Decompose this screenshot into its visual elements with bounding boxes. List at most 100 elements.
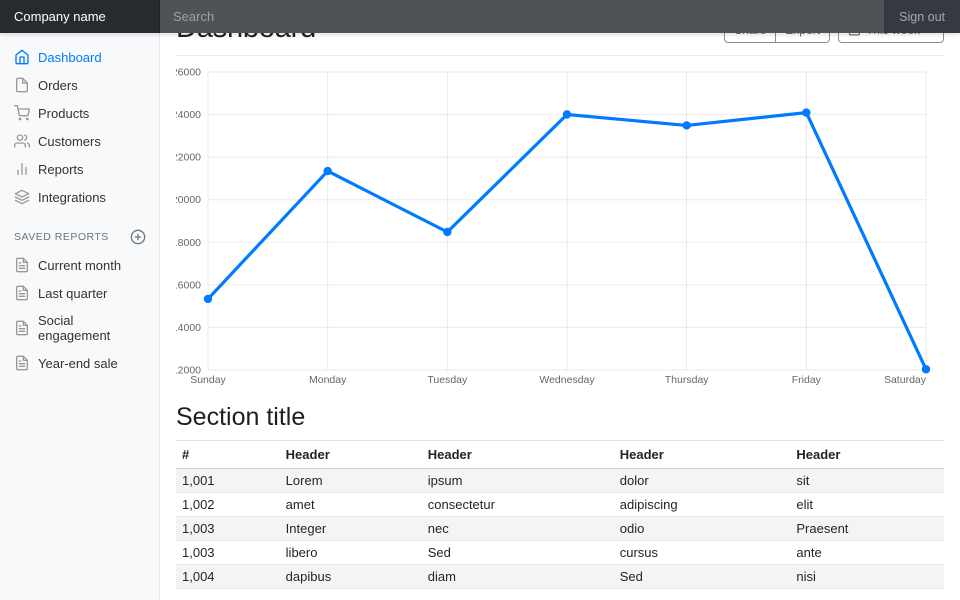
nav-item: Social engagement (0, 307, 160, 349)
saved-reports-label: SAVED REPORTS (14, 231, 109, 243)
nav-item-label: Social engagement (38, 313, 111, 343)
table-row: 1,002 amet consectetur adipiscing elit (176, 492, 944, 517)
nav-item-label: Reports (38, 161, 84, 177)
nav-item: Year-end sale (0, 349, 160, 377)
table-cell: odio (613, 516, 791, 541)
nav-item: Orders (0, 71, 160, 99)
nav-item-label: Last quarter (38, 285, 108, 301)
saved-report-year-end-sale[interactable]: Year-end sale (0, 349, 160, 377)
chart-point (203, 294, 213, 304)
table-cell: Integer (279, 516, 422, 541)
chart-point (682, 121, 691, 130)
table-column-header: Header (279, 440, 422, 469)
chart-container: 12000 14000 16000 18000 20000 22000 24000 26000… (172, 64, 944, 391)
nav-item-label: Current month (38, 257, 122, 273)
table-cell: dolor (613, 468, 791, 493)
table-cell: Sed (421, 540, 614, 565)
x-axis-tick-label: Friday (792, 374, 822, 386)
table-cell: Praesent (790, 516, 944, 541)
nav-item: Dashboard (0, 43, 160, 71)
x-axis-tick-label: Tuesday (427, 374, 468, 386)
table-row: 1,004 dapibus diam Sed nisi (176, 564, 944, 589)
file-text-icon (14, 257, 30, 273)
nav-item-label: Products (38, 105, 90, 121)
table-column-header: Header (421, 440, 614, 469)
nav-item-label: Orders (38, 77, 78, 93)
plus-circle-icon[interactable] (130, 229, 146, 245)
table-row: 1,003 Integer nec odio Praesent (176, 516, 944, 541)
y-axis-tick-label: 24000 (176, 109, 201, 121)
nav-item: Current month (0, 251, 160, 279)
sidebar: Dashboard Orders Products Customers Reports I… (0, 33, 160, 600)
y-axis-tick-label: 16000 (176, 279, 201, 291)
table-cell: Sed (613, 564, 791, 589)
y-axis-tick-label: 26000 (176, 67, 201, 79)
nav-item-label: Customers (38, 133, 101, 149)
y-axis-tick-label: 18000 (176, 237, 201, 249)
table-body: 1,001 Lorem ipsum dolor sit 1,002 amet consecte… (176, 468, 944, 589)
table-cell: libero (279, 540, 422, 565)
main-content: Dashboard Share Export This week 1200014… (160, 0, 960, 589)
saved-report-current-month[interactable]: Current month (0, 251, 160, 279)
table-cell: consectetur (421, 492, 614, 517)
table-header-row: # Header Header Header Header (176, 440, 944, 469)
table-cell: elit (790, 492, 944, 517)
sidebar-item-orders[interactable]: Orders (0, 71, 160, 99)
nav-item: Products (0, 99, 160, 127)
file-text-icon (14, 285, 30, 301)
table-column-header: # (176, 440, 280, 469)
brand[interactable]: Company name (0, 0, 160, 33)
chart-point (562, 110, 572, 119)
sidebar-item-integrations[interactable]: Integrations (0, 183, 160, 211)
top-navbar: Company name Sign out (0, 0, 960, 33)
sidebar-item-products[interactable]: Products (0, 99, 160, 127)
table-cell: 1,004 (176, 564, 280, 589)
y-axis-tick-label: 22000 (176, 152, 201, 164)
section-title: Section title (176, 403, 306, 431)
saved-reports-heading: SAVED REPORTS (0, 229, 160, 245)
y-axis-tick-label: 12000 (176, 365, 201, 377)
sidebar-item-reports[interactable]: Reports (0, 155, 160, 183)
table-cell: sit (790, 468, 944, 493)
home-icon (14, 49, 30, 65)
file-text-icon (14, 320, 30, 336)
sign-out-link[interactable]: Sign out (899, 9, 945, 24)
table-cell: ipsum (421, 468, 614, 493)
x-axis-tick-label: Thursday (665, 374, 710, 386)
y-axis-tick-label: 20000 (176, 194, 201, 206)
x-axis-tick-label: Monday (309, 374, 347, 386)
table-cell: amet (279, 492, 422, 517)
nav-item-label: Dashboard (38, 49, 102, 65)
sidebar-nav: Dashboard Orders Products Customers Reports I… (0, 43, 160, 211)
x-axis-tick-label: Sunday (190, 374, 226, 386)
nav-item-label: Integrations (38, 189, 106, 205)
table-cell: 1,001 (176, 468, 280, 493)
chart-point (443, 227, 452, 237)
y-axis-tick-label: 14000 (176, 322, 201, 334)
saved-report-last-quarter[interactable]: Last quarter (0, 279, 160, 307)
x-axis-tick-label: Wednesday (539, 374, 595, 386)
file-icon (14, 77, 30, 93)
table-cell: 1,002 (176, 492, 280, 517)
bar-chart-icon (14, 161, 30, 177)
shopping-cart-icon (14, 105, 30, 121)
table-cell: nec (421, 516, 614, 541)
nav-item: Last quarter (0, 279, 160, 307)
sales-line-chart: 12000 14000 16000 18000 20000 22000 24000 26000… (172, 67, 931, 386)
sidebar-item-customers[interactable]: Customers (0, 127, 160, 155)
table-cell: cursus (613, 540, 791, 565)
saved-reports-nav: Current month Last quarter Social engageme… (0, 251, 160, 377)
table-cell: nisi (790, 564, 944, 589)
table-column-header: Header (613, 440, 791, 469)
x-axis-tick-label: Saturday (884, 374, 927, 386)
table-row: 1,003 libero Sed cursus ante (176, 540, 944, 565)
table-cell: Lorem (279, 468, 422, 493)
saved-report-social-engagement[interactable]: Social engagement (0, 307, 160, 349)
nav-item: Customers (0, 127, 160, 155)
nav-item: Integrations (0, 183, 160, 211)
layers-icon (14, 189, 30, 205)
chart-point (323, 166, 332, 176)
sidebar-item-dashboard[interactable]: Dashboard (0, 43, 160, 71)
search-input[interactable] (160, 0, 885, 33)
chart-point (802, 108, 811, 117)
